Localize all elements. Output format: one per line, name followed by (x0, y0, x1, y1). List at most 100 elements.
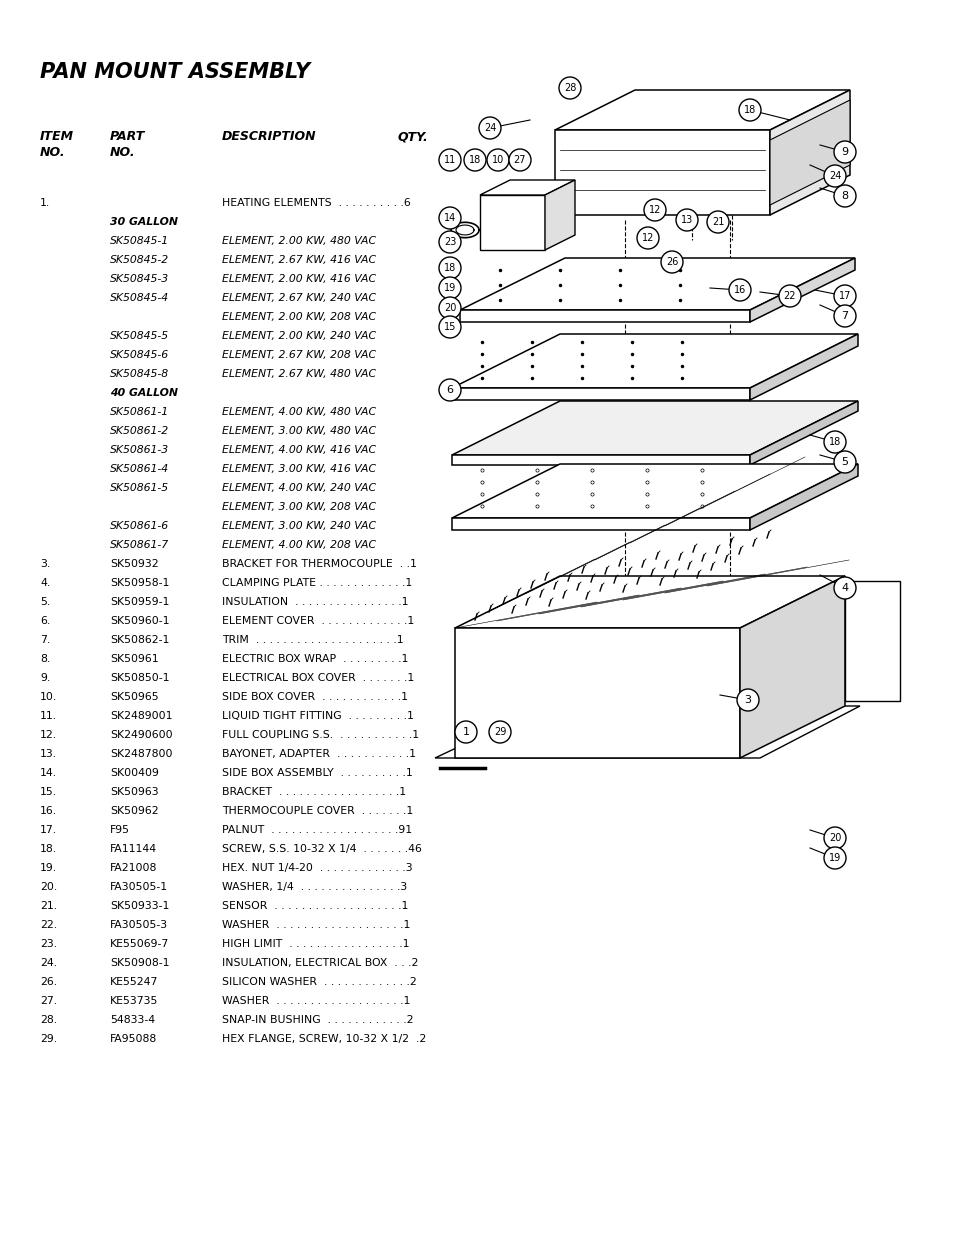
Text: DESCRIPTION: DESCRIPTION (222, 130, 316, 143)
Polygon shape (459, 310, 749, 322)
Circle shape (728, 279, 750, 301)
Polygon shape (749, 401, 857, 466)
Text: 23.: 23. (40, 939, 57, 948)
Text: 13: 13 (680, 215, 693, 225)
Text: THERMOCOUPLE COVER  . . . . . . .1: THERMOCOUPLE COVER . . . . . . .1 (222, 806, 413, 816)
Polygon shape (544, 180, 575, 249)
Text: 1: 1 (462, 727, 469, 737)
Text: 5: 5 (841, 457, 847, 467)
Text: 17.: 17. (40, 825, 57, 835)
Text: ELEMENT, 2.67 KW, 208 VAC: ELEMENT, 2.67 KW, 208 VAC (222, 350, 375, 359)
Text: INSULATION, ELECTRICAL BOX  . . .2: INSULATION, ELECTRICAL BOX . . .2 (222, 958, 418, 968)
Text: ELEMENT, 2.00 KW, 208 VAC: ELEMENT, 2.00 KW, 208 VAC (222, 312, 375, 322)
Text: SK50850-1: SK50850-1 (110, 673, 170, 683)
Text: 9.: 9. (40, 673, 51, 683)
Text: 12.: 12. (40, 730, 57, 740)
Text: 10.: 10. (40, 692, 57, 701)
Text: ELEMENT COVER  . . . . . . . . . . . . .1: ELEMENT COVER . . . . . . . . . . . . .1 (222, 616, 414, 626)
Text: 20.: 20. (40, 882, 57, 892)
Text: SK00409: SK00409 (110, 768, 159, 778)
Text: ELEMENT, 2.67 KW, 416 VAC: ELEMENT, 2.67 KW, 416 VAC (222, 254, 375, 266)
Text: FA30505-1: FA30505-1 (110, 882, 168, 892)
Circle shape (438, 379, 460, 401)
Text: CLAMPING PLATE . . . . . . . . . . . . .1: CLAMPING PLATE . . . . . . . . . . . . .… (222, 578, 412, 588)
Text: 17: 17 (838, 291, 850, 301)
Circle shape (823, 827, 845, 848)
Circle shape (823, 847, 845, 869)
Text: F95: F95 (110, 825, 130, 835)
Text: 13.: 13. (40, 748, 57, 760)
Text: 18: 18 (468, 156, 480, 165)
Text: 18: 18 (743, 105, 756, 115)
Text: 8: 8 (841, 191, 847, 201)
Text: ELEMENT, 2.00 KW, 480 VAC: ELEMENT, 2.00 KW, 480 VAC (222, 236, 375, 246)
Text: 19.: 19. (40, 863, 57, 873)
Text: SK50845-2: SK50845-2 (110, 254, 169, 266)
Text: 27.: 27. (40, 995, 57, 1007)
Text: SENSOR  . . . . . . . . . . . . . . . . . . .1: SENSOR . . . . . . . . . . . . . . . . .… (222, 902, 408, 911)
Text: 22: 22 (783, 291, 796, 301)
Circle shape (739, 99, 760, 121)
Text: TRIM  . . . . . . . . . . . . . . . . . . . . .1: TRIM . . . . . . . . . . . . . . . . . .… (222, 635, 403, 645)
Text: WASHER, 1/4  . . . . . . . . . . . . . . .3: WASHER, 1/4 . . . . . . . . . . . . . . … (222, 882, 407, 892)
Text: 9: 9 (841, 147, 847, 157)
Text: SK50845-4: SK50845-4 (110, 293, 169, 303)
Text: 4.: 4. (40, 578, 51, 588)
Polygon shape (452, 388, 749, 400)
Polygon shape (844, 580, 899, 701)
Text: NO.: NO. (110, 146, 135, 159)
Text: SIDE BOX ASSEMBLY  . . . . . . . . . .1: SIDE BOX ASSEMBLY . . . . . . . . . .1 (222, 768, 413, 778)
Polygon shape (452, 333, 857, 388)
Text: SILICON WASHER  . . . . . . . . . . . . .2: SILICON WASHER . . . . . . . . . . . . .… (222, 977, 416, 987)
Polygon shape (769, 90, 849, 215)
Text: PART: PART (110, 130, 145, 143)
Text: 16: 16 (733, 285, 745, 295)
Text: 28: 28 (563, 83, 576, 93)
Text: SK50965: SK50965 (110, 692, 158, 701)
Text: 10: 10 (492, 156, 503, 165)
Text: 18: 18 (443, 263, 456, 273)
Polygon shape (555, 130, 769, 215)
Text: ELEMENT, 2.67 KW, 480 VAC: ELEMENT, 2.67 KW, 480 VAC (222, 369, 375, 379)
Text: FA11144: FA11144 (110, 844, 157, 853)
Text: ITEM: ITEM (40, 130, 74, 143)
Text: SK50861-6: SK50861-6 (110, 521, 169, 531)
Circle shape (438, 316, 460, 338)
Text: 24: 24 (828, 170, 841, 182)
Text: SK2487800: SK2487800 (110, 748, 172, 760)
Text: FULL COUPLING S.S.  . . . . . . . . . . .1: FULL COUPLING S.S. . . . . . . . . . . .… (222, 730, 418, 740)
Text: 6.: 6. (40, 616, 51, 626)
Text: 3: 3 (743, 695, 751, 705)
Circle shape (833, 305, 855, 327)
Text: ELEMENT, 2.67 KW, 240 VAC: ELEMENT, 2.67 KW, 240 VAC (222, 293, 375, 303)
Text: 15.: 15. (40, 787, 57, 797)
Text: 21: 21 (711, 217, 723, 227)
Text: 18: 18 (828, 437, 841, 447)
Polygon shape (769, 100, 849, 205)
Circle shape (463, 149, 485, 170)
Text: WASHER  . . . . . . . . . . . . . . . . . . .1: WASHER . . . . . . . . . . . . . . . . .… (222, 995, 410, 1007)
Text: SK50932: SK50932 (110, 559, 158, 569)
Text: 3.: 3. (40, 559, 51, 569)
Circle shape (823, 431, 845, 453)
Polygon shape (452, 454, 749, 466)
Text: FA21008: FA21008 (110, 863, 157, 873)
Text: QTY.: QTY. (397, 130, 428, 143)
Polygon shape (479, 180, 575, 195)
Text: 27: 27 (514, 156, 526, 165)
Text: 29.: 29. (40, 1034, 57, 1044)
Circle shape (637, 227, 659, 249)
Text: ELEMENT, 4.00 KW, 416 VAC: ELEMENT, 4.00 KW, 416 VAC (222, 445, 375, 454)
Polygon shape (452, 464, 857, 517)
Circle shape (438, 277, 460, 299)
Text: LIQUID TIGHT FITTING  . . . . . . . . .1: LIQUID TIGHT FITTING . . . . . . . . .1 (222, 711, 414, 721)
Text: SK50862-1: SK50862-1 (110, 635, 170, 645)
Text: SK50845-6: SK50845-6 (110, 350, 169, 359)
Polygon shape (555, 90, 849, 130)
Text: SK50861-1: SK50861-1 (110, 408, 169, 417)
Text: SK50861-4: SK50861-4 (110, 464, 169, 474)
Text: SK50933-1: SK50933-1 (110, 902, 170, 911)
Circle shape (779, 285, 801, 308)
Circle shape (509, 149, 531, 170)
Circle shape (833, 141, 855, 163)
